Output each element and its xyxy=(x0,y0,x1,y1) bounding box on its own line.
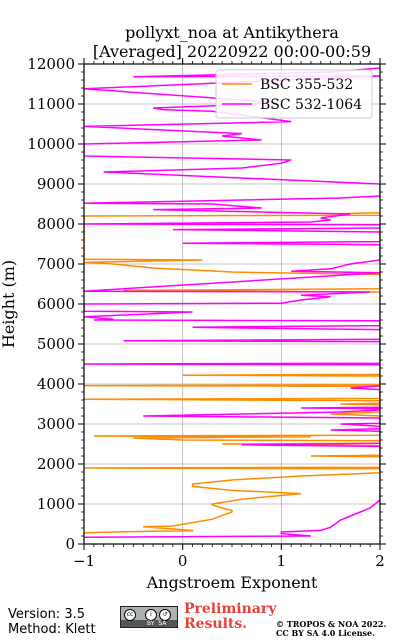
cc-license-badge: cc i ↺ BY SA xyxy=(120,606,178,628)
y-tick-label: 10000 xyxy=(27,135,75,153)
series-line-bsc-355-532 xyxy=(84,212,380,534)
chart-title: pollyxt_noa at Antikythera xyxy=(125,23,339,42)
profile-chart: pollyxt_noa at Antikythera [Averaged] 20… xyxy=(0,23,386,592)
y-tick-label: 6000 xyxy=(37,295,75,313)
y-tick-label: 5000 xyxy=(37,335,75,353)
copyright-text: © TROPOS & NOA 2022. CC BY SA 4.0 Licens… xyxy=(276,620,396,638)
y-tick-label: 3000 xyxy=(37,415,75,433)
axis-ticks: −1 0 1 201000200030004000500060007000800090… xyxy=(27,55,386,570)
legend-label-bsc-532-1064: BSC 532-1064 xyxy=(260,97,362,113)
y-tick-label: 0 xyxy=(65,535,75,553)
copyright-line-1: © TROPOS & NOA 2022. xyxy=(276,619,387,629)
y-tick-label: 11000 xyxy=(27,95,75,113)
y-tick-label: 12000 xyxy=(27,55,75,73)
series-line-bsc-532-1064 xyxy=(84,67,380,538)
legend-box xyxy=(215,69,373,119)
y-tick-label: 9000 xyxy=(37,175,75,193)
legend-label-bsc-355-532: BSC 355-532 xyxy=(260,77,353,93)
x-tick-label: 2 xyxy=(375,552,385,570)
y-axis-label: Height (m) xyxy=(0,260,18,348)
x-tick-label: −1 xyxy=(73,552,95,570)
legend: BSC 355-532 BSC 532-1064 xyxy=(215,69,373,119)
y-tick-label: 4000 xyxy=(37,375,75,393)
cc-icon: cc xyxy=(124,609,136,621)
x-tick-label: 1 xyxy=(277,552,287,570)
preliminary-results-text: Preliminary Results. xyxy=(184,601,277,632)
version-text: Version: 3.5 xyxy=(8,607,85,622)
sa-icon: ↺ xyxy=(159,609,171,621)
plot-lines xyxy=(84,67,380,538)
y-tick-label: 1000 xyxy=(37,495,75,513)
copyright-line-2: CC BY SA 4.0 License. xyxy=(276,628,375,638)
method-text: Method: Klett xyxy=(8,622,96,637)
chart-subtitle: [Averaged] 20220922 00:00-00:59 xyxy=(93,42,371,61)
y-tick-label: 2000 xyxy=(37,455,75,473)
y-tick-label: 7000 xyxy=(37,255,75,273)
by-icon: i xyxy=(145,609,157,621)
y-tick-label: 8000 xyxy=(37,215,75,233)
x-axis-label: Angstroem Exponent xyxy=(146,573,318,592)
x-tick-label: 0 xyxy=(178,552,188,570)
